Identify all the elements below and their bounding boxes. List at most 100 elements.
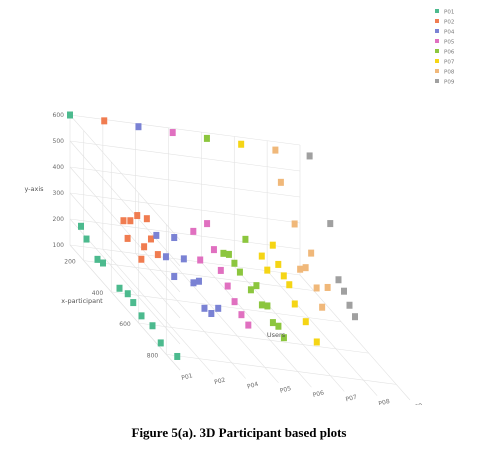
grid-line <box>69 166 301 198</box>
data-point <box>154 251 161 259</box>
data-point <box>204 220 211 228</box>
z-axis-title: Users <box>267 331 286 339</box>
data-point <box>201 304 208 312</box>
data-point <box>306 152 313 160</box>
data-point <box>147 235 154 243</box>
grid-line <box>102 249 214 375</box>
data-point <box>327 220 334 228</box>
grid-line <box>166 354 397 385</box>
z-tick-label: P04 <box>246 381 259 391</box>
data-point <box>162 253 169 261</box>
data-point <box>302 318 309 326</box>
legend: P01 P02 P04 P05 P06 P07 P08 P09 <box>435 9 455 86</box>
data-point <box>180 255 187 263</box>
data-point <box>335 276 342 284</box>
data-point <box>138 312 145 320</box>
data-point <box>138 255 145 263</box>
data-point <box>220 249 227 257</box>
data-point <box>302 264 309 272</box>
data-point <box>269 241 276 249</box>
legend-label: P09 <box>444 80 455 86</box>
data-point <box>190 227 197 235</box>
legend-swatch <box>435 59 439 63</box>
legend-label: P07 <box>444 60 455 66</box>
data-point <box>157 339 164 347</box>
legend-label: P08 <box>444 70 455 76</box>
x-tick-label: 400 <box>92 290 104 297</box>
y-tick-label: 100 <box>53 242 65 249</box>
data-point <box>135 123 142 131</box>
axis-ticks: 100 200 300 400 500 600 200 400 600 800 P01 P02 P04 P… <box>53 112 424 405</box>
legend-swatch <box>435 39 439 43</box>
data-point <box>291 300 298 308</box>
grid-line <box>69 166 181 293</box>
data-point <box>208 310 215 318</box>
x-tick-label: 800 <box>147 352 159 359</box>
grid-line <box>69 244 181 371</box>
data-point <box>101 117 108 125</box>
data-point <box>264 302 271 310</box>
legend-swatch <box>435 79 439 83</box>
data-point <box>134 212 141 220</box>
data-point <box>174 352 181 360</box>
data-points <box>67 111 358 360</box>
legend-swatch <box>435 49 439 53</box>
legend-swatch <box>435 9 439 13</box>
data-point <box>346 301 353 309</box>
data-point <box>78 222 84 230</box>
data-point <box>275 322 282 330</box>
data-point <box>319 303 326 311</box>
data-point <box>141 243 148 251</box>
data-point <box>247 286 254 294</box>
data-point <box>341 287 347 295</box>
data-point <box>197 256 204 264</box>
data-point <box>153 231 160 239</box>
data-point <box>291 220 298 228</box>
data-point <box>352 313 358 321</box>
legend-label: P02 <box>444 20 454 26</box>
data-point <box>171 234 178 242</box>
data-point <box>190 279 197 287</box>
data-point <box>94 255 101 263</box>
data-point <box>224 282 231 290</box>
z-tick-label: P07 <box>345 394 358 404</box>
data-point <box>313 338 320 346</box>
grid-line <box>111 291 342 323</box>
grid-line <box>69 114 301 146</box>
z-tick-label: P05 <box>279 385 292 395</box>
data-point <box>258 252 265 260</box>
data-point <box>120 217 127 225</box>
chart-area: 100 200 300 400 500 600 200 400 600 800 P01 P02 P04 P… <box>24 9 455 405</box>
data-point <box>253 282 260 290</box>
data-point <box>124 290 131 298</box>
grid-line <box>168 257 279 384</box>
data-point <box>277 178 284 186</box>
data-point <box>215 304 222 312</box>
y-tick-label: 400 <box>53 164 65 171</box>
data-point <box>100 259 106 267</box>
data-point <box>231 259 238 267</box>
data-point <box>127 217 134 225</box>
data-point <box>242 235 249 243</box>
grid-line <box>266 270 378 396</box>
x-tick-label: 600 <box>119 321 131 328</box>
grid-line <box>201 261 312 388</box>
grid-line <box>69 114 181 241</box>
data-point <box>236 268 243 276</box>
data-point <box>67 111 73 119</box>
data-point <box>286 281 293 289</box>
data-point <box>171 273 178 281</box>
figure-caption: Figure 5(a). 3D Participant based plots <box>131 425 347 440</box>
data-point <box>210 246 217 254</box>
data-point <box>258 301 265 309</box>
data-point <box>275 260 282 268</box>
grid-line <box>69 140 181 267</box>
grid-line <box>135 253 246 379</box>
data-point <box>217 266 224 274</box>
data-point <box>272 146 279 154</box>
legend-label: P06 <box>444 50 455 56</box>
grid-line <box>83 260 314 291</box>
data-point <box>195 277 202 285</box>
z-tick-label: P01 <box>181 372 194 382</box>
